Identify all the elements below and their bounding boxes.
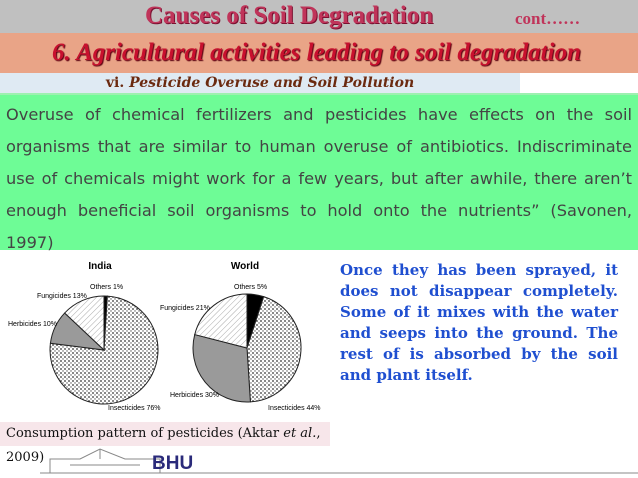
section-title: Pesticide Overuse and Soil Pollution xyxy=(129,75,415,91)
label-india-fungicides: Fungicides 13% xyxy=(37,293,87,300)
label-india-herbicides: Herbicides 10% xyxy=(8,321,57,328)
pie-slice-world-herbicides xyxy=(192,333,251,403)
slide-subtitle: 6. Agricultural activities leading to so… xyxy=(52,39,581,66)
label-world-fungicides: Fungicides 21% xyxy=(160,305,210,312)
continued-label: cont…… xyxy=(515,9,581,28)
pie-slice-world-fungicides xyxy=(194,293,248,349)
pie-slice-india-fungicides xyxy=(63,295,105,352)
label-india-others: Others 1% xyxy=(90,284,123,291)
caption-text: Consumption pattern of pesticides (Aktar xyxy=(6,426,284,441)
figure-caption: Consumption pattern of pesticides (Aktar… xyxy=(0,422,330,465)
caption-year: , 2009) xyxy=(6,426,321,465)
caption-etal: et al. xyxy=(283,426,317,441)
chart-title-india: India xyxy=(88,261,112,272)
label-india-insecticides: Insecticides 76% xyxy=(108,405,161,412)
quote-box: Overuse of chemical fertilizers and pest… xyxy=(0,93,638,252)
section-bar: vi. Pesticide Overuse and Soil Pollution xyxy=(0,73,520,93)
subtitle-bar: 6. Agricultural activities leading to so… xyxy=(0,33,638,73)
logo-text: BHU xyxy=(152,453,193,474)
label-world-insecticides: Insecticides 44% xyxy=(268,405,321,412)
title-bar: Causes of Soil Degradation cont…… xyxy=(0,0,638,33)
slide-title: Causes of Soil Degradation xyxy=(145,2,434,29)
pie-charts: India World Others 1% Insecticides 76% H… xyxy=(8,261,321,412)
label-world-herbicides: Herbicides 30% xyxy=(170,392,219,399)
pie-slice-world-insecticides xyxy=(246,296,302,403)
section-prefix: vi. xyxy=(105,75,125,91)
side-text: Once they has been sprayed, it does not … xyxy=(340,261,618,384)
chart-title-world: World xyxy=(231,261,259,272)
bhu-logo: BHU xyxy=(40,448,638,474)
label-world-others: Others 5% xyxy=(234,284,267,291)
